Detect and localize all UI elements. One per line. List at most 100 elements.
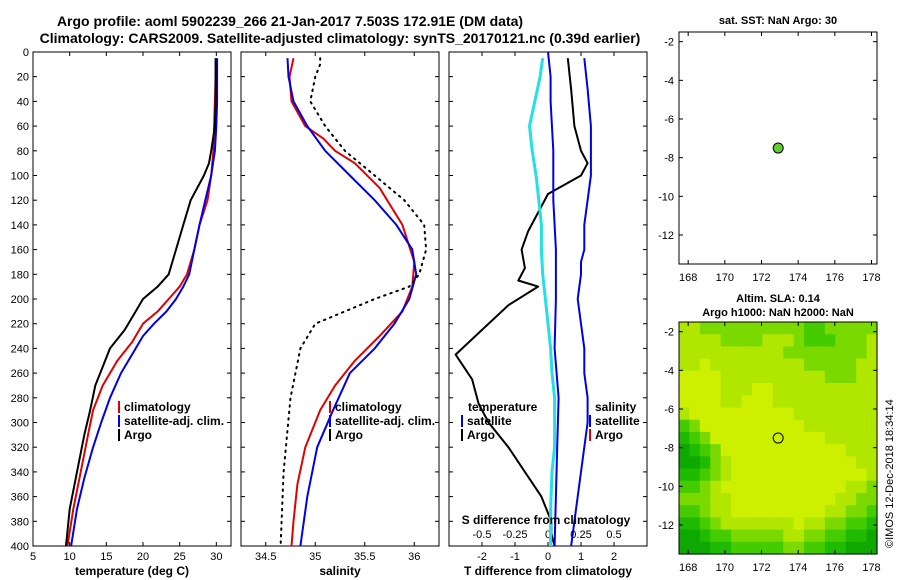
sla-cell <box>741 358 753 372</box>
sla-cell <box>856 456 868 470</box>
s-difference-x-tick-label: -0.25 <box>502 529 527 541</box>
sla-cell <box>866 370 878 384</box>
sla-cell <box>679 407 691 421</box>
temperature-x-label: temperature (deg C) <box>75 564 189 578</box>
sla-cell <box>699 334 711 348</box>
sla-cell <box>762 334 774 348</box>
sla-cell <box>762 395 774 409</box>
sla-cell <box>731 395 743 409</box>
sla-cell <box>731 431 743 445</box>
difference-temperature-legend: temperature satellite Argo <box>461 400 538 442</box>
sla-cell <box>762 322 774 335</box>
sla-cell <box>845 322 857 335</box>
sla-cell <box>814 492 826 506</box>
sla-cell <box>824 358 836 372</box>
sla-cell <box>793 358 805 372</box>
sla-cell <box>699 492 711 506</box>
difference-line-s-argo <box>528 57 557 546</box>
sla-cell <box>679 346 691 360</box>
sla-cell <box>762 383 774 396</box>
sla-cell <box>824 529 836 543</box>
sla-cell <box>793 444 805 457</box>
temperature-x-tick-label: 20 <box>137 551 149 563</box>
sla-cell <box>845 480 857 494</box>
sla-cell <box>845 492 857 506</box>
sla-cell <box>835 358 847 372</box>
sla-cell <box>856 480 868 494</box>
difference-line-t-argo <box>454 58 589 547</box>
sla-map-y-tick-label: -8 <box>664 443 674 455</box>
sst-map-y-tick-label: -12 <box>658 230 674 242</box>
sla-cell <box>835 480 847 494</box>
sla-cell <box>731 468 743 482</box>
sla-cell <box>720 383 732 396</box>
sla-cell <box>772 383 784 396</box>
sla-cell <box>710 541 722 555</box>
sla-profile-marker <box>772 432 784 444</box>
sla-cell <box>824 407 836 421</box>
sla-cell <box>762 346 774 360</box>
sla-cell <box>845 456 857 470</box>
depth-tick-label: 280 <box>11 393 29 405</box>
sla-cell <box>751 334 763 348</box>
sla-cell <box>793 480 805 494</box>
sla-cell <box>783 407 795 421</box>
sla-cell <box>731 334 743 348</box>
sla-cell <box>793 419 805 433</box>
sla-cell <box>751 322 763 335</box>
sla-cell <box>845 517 857 531</box>
sla-cell <box>762 505 774 518</box>
sla-cell <box>762 492 774 506</box>
sla-cell <box>720 456 732 470</box>
sla-cell <box>689 444 701 457</box>
sla-map-y-tick-label: -10 <box>658 481 674 493</box>
sla-cell <box>783 395 795 409</box>
sla-cell <box>751 517 763 531</box>
sla-map-frame <box>678 321 878 555</box>
sla-cell <box>710 480 722 494</box>
s-difference-x-label: S difference from climatology <box>462 513 631 527</box>
sla-cell <box>856 468 868 482</box>
legend-label-t-argo: Argo <box>467 428 495 442</box>
sla-cell <box>731 419 743 433</box>
sla-cell <box>751 431 763 445</box>
sla-cell <box>731 505 743 518</box>
salinity-x-tick-label: 35 <box>309 551 321 563</box>
sla-cell <box>793 407 805 421</box>
sla-cell <box>845 529 857 543</box>
sla-cell <box>835 346 847 360</box>
sla-cell <box>762 444 774 457</box>
sla-cell <box>824 346 836 360</box>
sla-cell <box>804 480 816 494</box>
sla-cell <box>772 407 784 421</box>
sla-cell <box>804 456 816 470</box>
salinity-x-tick-label: 34.5 <box>255 551 276 563</box>
sla-cell <box>866 480 878 494</box>
sst-map-y-tick-label: -8 <box>664 153 674 165</box>
sla-cell <box>710 358 722 372</box>
sla-cell <box>699 370 711 384</box>
sst-map-frame <box>678 31 878 265</box>
sla-cell <box>762 370 774 384</box>
sst-map-title: sat. SST: NaN Argo: 30 <box>719 15 837 27</box>
sla-cell <box>741 480 753 494</box>
sla-cell <box>866 419 878 433</box>
sla-cell <box>720 492 732 506</box>
sla-cell <box>866 334 878 348</box>
salinity-line-argo <box>279 57 428 547</box>
legend-label-climatology: climatology <box>335 400 402 414</box>
sla-cell <box>720 322 732 335</box>
depth-tick-label: 80 <box>17 146 29 158</box>
sla-cell <box>866 468 878 482</box>
sla-cell <box>710 322 722 335</box>
depth-tick-label: 360 <box>11 492 29 504</box>
sla-cell <box>751 395 763 409</box>
sla-cell <box>835 370 847 384</box>
sla-map-x-tick-label: 176 <box>826 562 844 574</box>
sla-cell <box>856 370 868 384</box>
sla-cell <box>751 492 763 506</box>
sla-cell <box>710 529 722 543</box>
sla-cell <box>689 383 701 396</box>
sla-cell <box>731 541 743 555</box>
difference-salinity-legend: salinity satellite Argo <box>589 400 640 442</box>
